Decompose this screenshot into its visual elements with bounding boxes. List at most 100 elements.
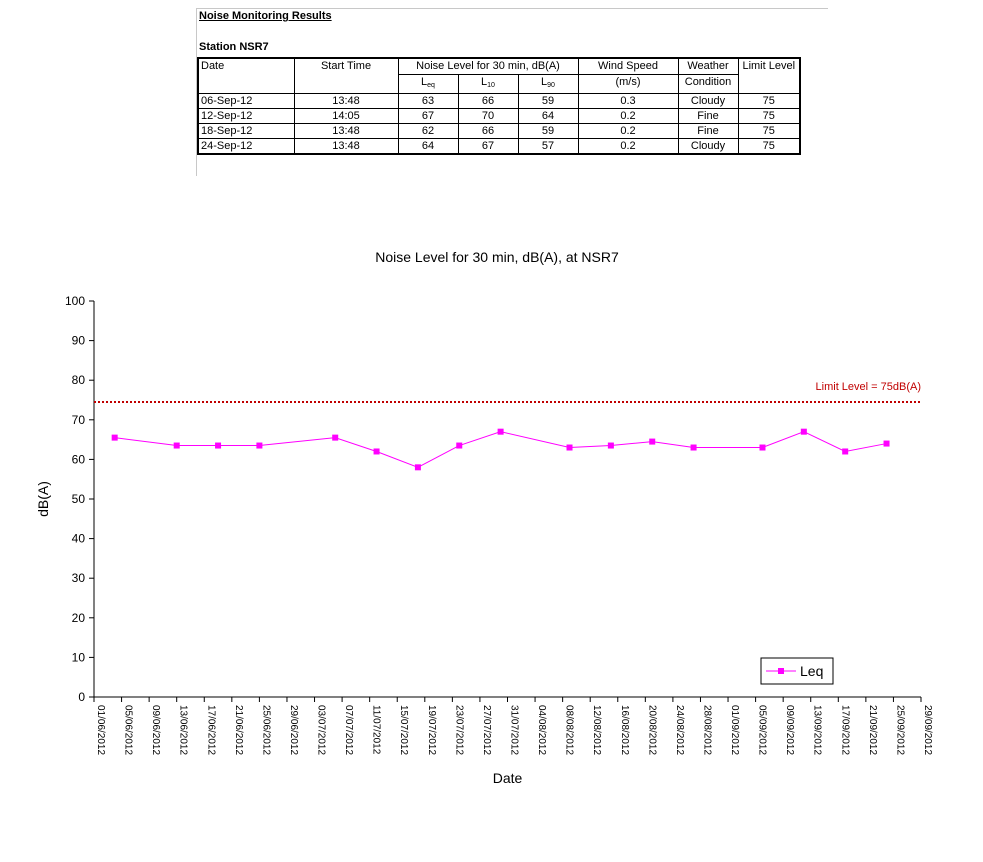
- x-tick-label: 23/07/2012: [453, 705, 464, 755]
- cell-l10: 66: [457, 123, 519, 139]
- data-point: [607, 442, 614, 449]
- table-row: 24-Sep-12 13:48 64 67 57 0.2 Cloudy 75: [197, 138, 801, 155]
- series-leq: [111, 428, 890, 471]
- x-tick-label: 17/09/2012: [839, 705, 850, 755]
- sheet-top-rule: [196, 8, 828, 9]
- x-tick-label: 24/08/2012: [674, 705, 685, 755]
- header-limit-level: Limit Level: [737, 57, 801, 94]
- header-l10-sub: 10: [487, 82, 495, 89]
- x-tick-label: 25/09/2012: [894, 705, 905, 755]
- sheet-left-rule: [196, 8, 197, 176]
- y-tick-label: 70: [72, 413, 86, 427]
- header-l90-main: L: [541, 76, 548, 88]
- cell-weather: Cloudy: [677, 138, 739, 155]
- y-tick-label: 60: [72, 452, 86, 466]
- header-leq-sub: eq: [427, 82, 435, 89]
- x-tick-label: 09/09/2012: [784, 705, 795, 755]
- header-weather-1: Weather: [677, 57, 739, 75]
- table-row: 06-Sep-12 13:48 63 66 59 0.3 Cloudy 75: [197, 93, 801, 109]
- y-tick-label: 10: [72, 650, 86, 664]
- cell-start-time: 13:48: [293, 123, 399, 139]
- x-tick-label: 31/07/2012: [509, 705, 520, 755]
- data-point: [256, 442, 263, 449]
- x-tick-label: 08/08/2012: [564, 705, 575, 755]
- data-point: [373, 448, 380, 455]
- legend-label: Leq: [800, 663, 823, 679]
- y-tick-label: 90: [72, 334, 86, 348]
- data-point: [566, 444, 573, 451]
- x-tick-label: 29/06/2012: [288, 705, 299, 755]
- x-tick-label: 20/08/2012: [646, 705, 657, 755]
- cell-leq: 64: [397, 138, 459, 155]
- limit-line-label: Limit Level = 75dB(A): [816, 381, 921, 393]
- cell-leq: 67: [397, 108, 459, 124]
- report-title: Noise Monitoring Results: [199, 10, 332, 22]
- x-tick-label: 28/08/2012: [701, 705, 712, 755]
- cell-l90: 57: [517, 138, 579, 155]
- header-l90: L90: [517, 74, 579, 94]
- x-tick-label: 05/09/2012: [757, 705, 768, 755]
- header-l10-main: L: [481, 76, 488, 88]
- cell-wind: 0.2: [577, 123, 679, 139]
- y-tick-label: 0: [78, 690, 85, 704]
- x-tick-label: 21/06/2012: [233, 705, 244, 755]
- data-point: [759, 444, 766, 451]
- table-subheader-row: Leq L10 L90 (m/s) Condition: [198, 74, 800, 94]
- noise-results-table: Date Start Time Noise Level for 30 min, …: [197, 57, 801, 155]
- y-tick-label: 40: [72, 532, 86, 546]
- x-tick-label: 11/07/2012: [371, 705, 382, 755]
- legend-box: [760, 657, 834, 685]
- data-point: [842, 448, 849, 455]
- cell-date: 18-Sep-12: [197, 123, 295, 139]
- legend-marker: [778, 668, 784, 674]
- header-l90-sub: 90: [547, 82, 555, 89]
- data-point: [173, 442, 180, 449]
- header-date: Date: [197, 57, 295, 94]
- y-ticks: 0 10 20 30 40 50 60 70 80 90 100: [65, 294, 94, 704]
- y-tick-label: 50: [72, 492, 86, 506]
- cell-wind: 0.2: [577, 138, 679, 155]
- cell-date: 24-Sep-12: [197, 138, 295, 155]
- x-tick-label: 07/07/2012: [343, 705, 354, 755]
- cell-date: 12-Sep-12: [197, 108, 295, 124]
- cell-leq: 63: [397, 93, 459, 109]
- cell-limit: 75: [737, 138, 801, 155]
- cell-limit: 75: [737, 93, 801, 109]
- x-tick-label: 01/09/2012: [729, 705, 740, 755]
- station-title: Station NSR7: [199, 41, 269, 53]
- legend: Leq: [760, 657, 834, 685]
- x-tick-label: 05/06/2012: [123, 705, 134, 755]
- chart-title: Noise Level for 30 min, dB(A), at NSR7: [375, 249, 619, 265]
- x-axis-title: Date: [493, 770, 523, 786]
- x-tick-label: 09/06/2012: [150, 705, 161, 755]
- x-tick-label: 25/06/2012: [260, 705, 271, 755]
- x-tick-label: 17/06/2012: [205, 705, 216, 755]
- series-line: [114, 431, 887, 468]
- data-point: [414, 464, 421, 471]
- data-point: [649, 438, 656, 445]
- header-leq-main: L: [421, 76, 428, 88]
- data-point: [497, 428, 504, 435]
- x-tick-label: 16/08/2012: [619, 705, 630, 755]
- x-tick-label: 29/09/2012: [922, 705, 933, 755]
- data-point: [111, 434, 118, 441]
- cell-start-time: 13:48: [293, 138, 399, 155]
- x-tick-label: 27/07/2012: [481, 705, 492, 755]
- table-row: 18-Sep-12 13:48 62 66 59 0.2 Fine 75: [197, 123, 801, 139]
- x-tick-label: 13/06/2012: [178, 705, 189, 755]
- x-tick-label: 04/08/2012: [536, 705, 547, 755]
- x-tick-label: 03/07/2012: [316, 705, 327, 755]
- data-point: [883, 440, 890, 447]
- x-tick-label: 21/09/2012: [867, 705, 878, 755]
- y-tick-label: 80: [72, 373, 86, 387]
- x-tick-label: 12/08/2012: [591, 705, 602, 755]
- x-tick-label: 19/07/2012: [426, 705, 437, 755]
- y-tick-label: 100: [65, 294, 85, 308]
- data-point: [800, 428, 807, 435]
- x-tick-label: 01/06/2012: [95, 705, 106, 755]
- x-tick-label: 13/09/2012: [812, 705, 823, 755]
- data-point: [332, 434, 339, 441]
- x-ticks: 01/06/2012 05/06/2012 09/06/2012 13/06/2012…: [93, 697, 933, 755]
- y-axis-title: dB(A): [35, 481, 51, 517]
